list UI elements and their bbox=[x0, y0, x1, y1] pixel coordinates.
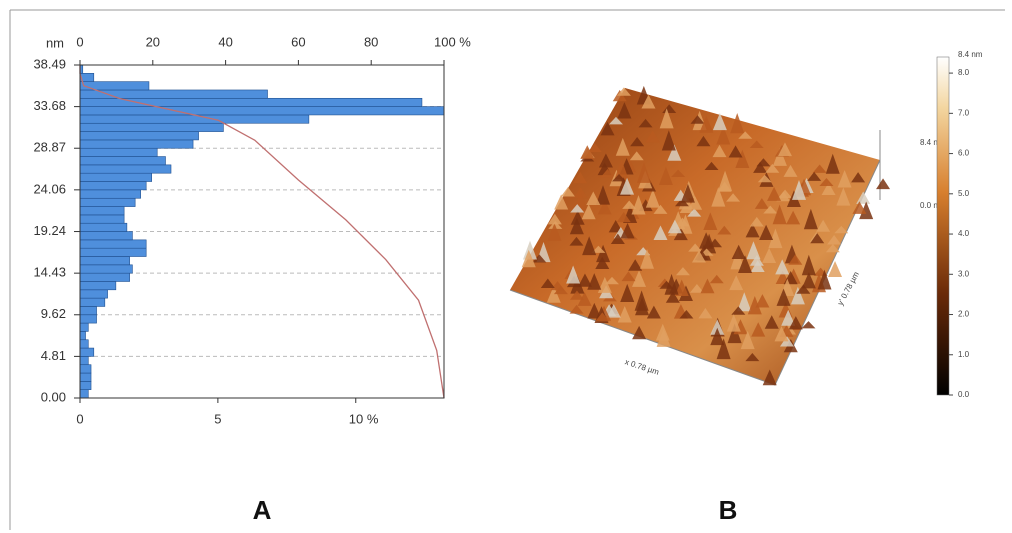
bar bbox=[80, 148, 157, 156]
bar bbox=[80, 273, 130, 281]
bar bbox=[80, 198, 135, 206]
figure: A B nm 8.4 nm 0.0 nm x 0.78 µm y' 0.78 µ… bbox=[0, 0, 1012, 533]
colorbar-tick-label: 5.0 bbox=[958, 189, 970, 198]
colorbar-tick-label: 2.0 bbox=[958, 310, 970, 319]
bar bbox=[80, 98, 422, 106]
bar bbox=[80, 165, 171, 173]
bar bbox=[80, 232, 132, 240]
bar bbox=[80, 281, 116, 289]
colorbar-tick-label: 0.0 bbox=[958, 390, 970, 399]
bar bbox=[80, 315, 97, 323]
panel-label: B bbox=[719, 495, 738, 525]
x2-tick-label: 100 % bbox=[434, 34, 471, 49]
bar bbox=[80, 298, 105, 306]
x2-tick-label: 40 bbox=[218, 34, 232, 49]
x2-tick-label: 80 bbox=[364, 34, 378, 49]
colorbar-tick-label: 7.0 bbox=[958, 108, 970, 117]
colorbar bbox=[937, 57, 949, 395]
bar bbox=[80, 365, 91, 373]
bar bbox=[80, 107, 444, 115]
bar bbox=[80, 348, 94, 356]
bar bbox=[80, 356, 88, 364]
bar bbox=[80, 140, 193, 148]
y-tick-label: 0.00 bbox=[41, 389, 66, 404]
colorbar-tick-label: 4.0 bbox=[958, 229, 970, 238]
bar bbox=[80, 323, 88, 331]
bar bbox=[80, 215, 124, 223]
y-tick-label: 19.24 bbox=[33, 223, 66, 238]
bar bbox=[80, 190, 141, 198]
colorbar-title: 8.4 nm bbox=[958, 50, 983, 59]
bar bbox=[80, 173, 152, 181]
x2-tick-label: 20 bbox=[146, 34, 160, 49]
bar bbox=[80, 390, 88, 398]
colorbar-tick-label: 6.0 bbox=[958, 149, 970, 158]
bar bbox=[80, 306, 97, 314]
bar bbox=[80, 257, 130, 265]
bar bbox=[80, 223, 127, 231]
bar bbox=[80, 340, 88, 348]
surface-peak bbox=[876, 178, 890, 189]
x-tick-label: 0 bbox=[76, 411, 83, 426]
y-tick-label: 33.68 bbox=[33, 98, 66, 113]
bar bbox=[80, 240, 146, 248]
y-tick-label: 28.87 bbox=[33, 140, 66, 155]
bar bbox=[80, 248, 146, 256]
colorbar-tick-label: 8.0 bbox=[958, 68, 970, 77]
x-tick-label: 5 bbox=[214, 411, 221, 426]
bar bbox=[80, 290, 108, 298]
x2-tick-label: 60 bbox=[291, 34, 305, 49]
surface-3d bbox=[510, 86, 890, 385]
x2-tick-label: 0 bbox=[76, 34, 83, 49]
bar bbox=[80, 373, 91, 381]
x-axis-label: x 0.78 µm bbox=[624, 357, 661, 377]
colorbar-tick-label: 3.0 bbox=[958, 269, 970, 278]
bar bbox=[80, 132, 199, 140]
bar bbox=[80, 207, 124, 215]
x-tick-label: 10 % bbox=[349, 411, 379, 426]
y-tick-label: 38.49 bbox=[33, 56, 66, 71]
bar bbox=[80, 123, 223, 131]
bar bbox=[80, 182, 146, 190]
y-tick-label: 4.81 bbox=[41, 348, 66, 363]
bar bbox=[80, 381, 91, 389]
bar bbox=[80, 265, 132, 273]
bar bbox=[80, 157, 165, 165]
bar bbox=[80, 115, 309, 123]
surface bbox=[510, 88, 880, 385]
colorbar-tick-label: 1.0 bbox=[958, 350, 970, 359]
y-tick-label: 14.43 bbox=[33, 265, 66, 280]
y-tick-label: 9.62 bbox=[41, 306, 66, 321]
bar bbox=[80, 331, 86, 339]
panel-label: A bbox=[253, 495, 272, 525]
y-unit: nm bbox=[46, 35, 64, 50]
y-tick-label: 24.06 bbox=[33, 181, 66, 196]
